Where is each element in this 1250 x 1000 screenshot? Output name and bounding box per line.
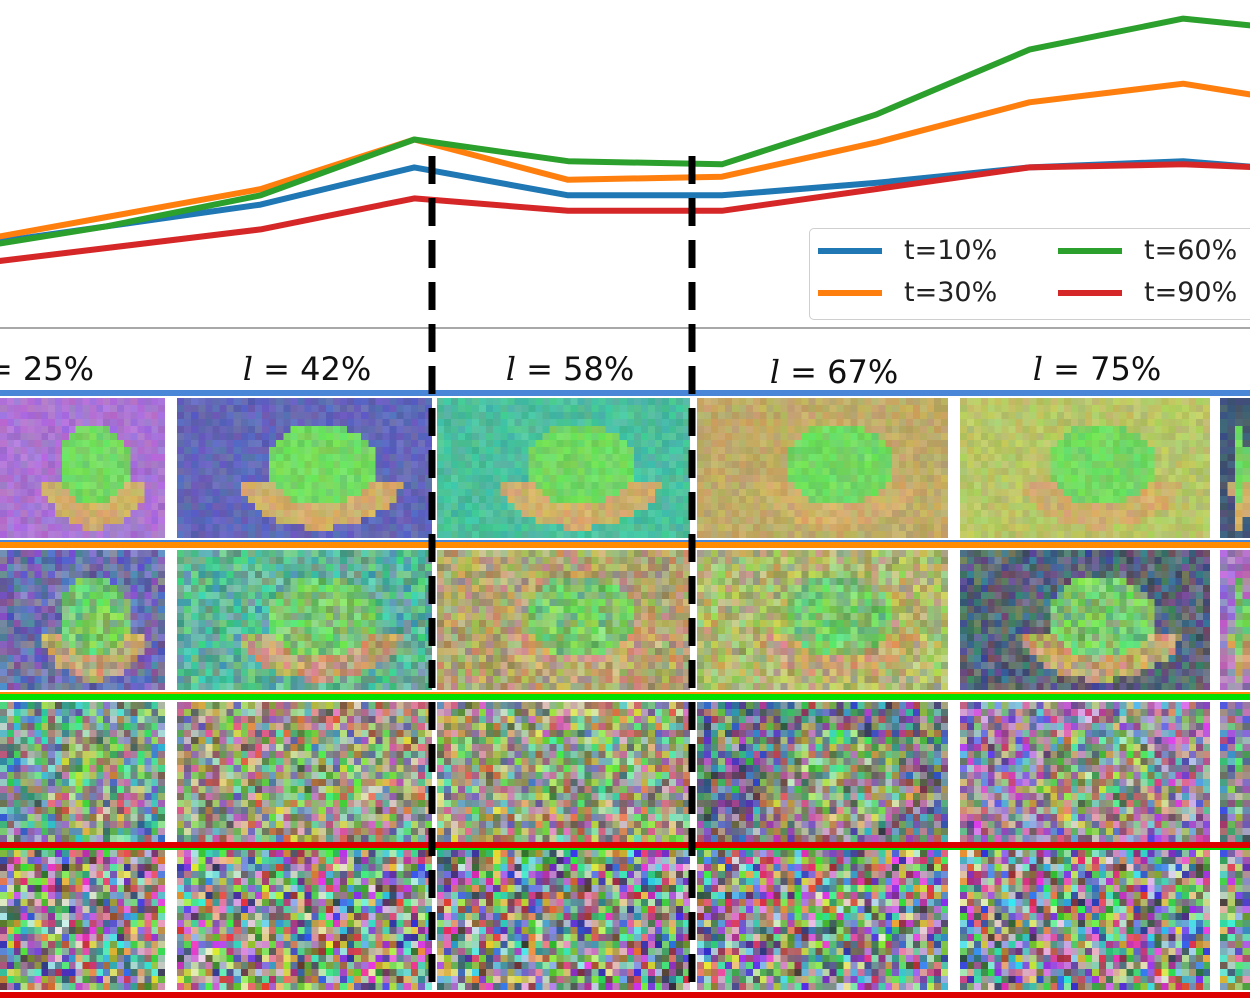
- feature-map: [697, 550, 948, 690]
- legend-label: t=90%: [1144, 277, 1238, 308]
- feature-tile: [0, 850, 165, 990]
- legend-item-2: t=30%: [818, 277, 997, 308]
- feature-tile: [437, 550, 690, 690]
- feature-tile: [0, 550, 165, 690]
- feature-tile: [1220, 702, 1250, 842]
- feature-map: [0, 702, 165, 842]
- series-line-1: [0, 80, 1250, 240]
- legend-item-1: t=60%: [1058, 235, 1237, 266]
- feature-tile: [1220, 398, 1250, 538]
- feature-map: [437, 850, 690, 990]
- row-separator-2: [0, 694, 1250, 700]
- feature-map: [960, 702, 1210, 842]
- feature-map: [1220, 850, 1250, 990]
- feature-tile: [960, 550, 1210, 690]
- feature-tile: [177, 702, 432, 842]
- feature-map: [960, 850, 1210, 990]
- feature-map: [697, 398, 948, 538]
- feature-map: [0, 398, 165, 538]
- row-separator-0: [0, 390, 1250, 396]
- layer-var: l: [1032, 350, 1043, 388]
- layer-label-2: l = 58%: [506, 350, 635, 388]
- feature-map: [960, 398, 1210, 538]
- feature-map: [697, 850, 948, 990]
- legend-swatch: [818, 289, 882, 296]
- layer-label-3: l = 67%: [770, 353, 899, 391]
- feature-map-grid: [0, 390, 1250, 1000]
- feature-map: [437, 550, 690, 690]
- legend-swatch: [1058, 289, 1122, 296]
- feature-map: [0, 850, 165, 990]
- feature-map: [177, 850, 432, 990]
- feature-tile: [177, 550, 432, 690]
- row-separator-bottom-3: [0, 992, 1250, 998]
- layer-value: = 58%: [526, 350, 635, 388]
- feature-tile: [697, 850, 948, 990]
- legend-label: t=10%: [904, 235, 998, 266]
- feature-tile: [437, 702, 690, 842]
- feature-map: [697, 702, 948, 842]
- feature-tile: [437, 398, 690, 538]
- legend-item-0: t=10%: [818, 235, 997, 266]
- legend-label: t=60%: [1144, 235, 1238, 266]
- feature-tile: [177, 850, 432, 990]
- series-line-3: [0, 161, 1250, 264]
- feature-map: [437, 702, 690, 842]
- feature-map: [177, 702, 432, 842]
- feature-tile: [177, 398, 432, 538]
- layer-var: l: [242, 350, 253, 388]
- feature-map: [960, 550, 1210, 690]
- layer-value: = 75%: [1053, 350, 1162, 388]
- layer-value: = 42%: [263, 350, 372, 388]
- layer-value: = 67%: [790, 353, 899, 391]
- row-separator-1: [0, 542, 1250, 548]
- feature-tile: [437, 850, 690, 990]
- layer-label-4: l = 75%: [1033, 350, 1162, 388]
- feature-tile: [1220, 850, 1250, 990]
- feature-tile: [960, 850, 1210, 990]
- legend: t=10% t=60% t=30% t=90%: [809, 228, 1250, 320]
- legend-label: t=30%: [904, 277, 998, 308]
- feature-tile: [960, 398, 1210, 538]
- line-chart: [0, 15, 1250, 329]
- feature-map: [1220, 398, 1250, 538]
- feature-tile: [960, 702, 1210, 842]
- feature-tile: [1220, 550, 1250, 690]
- feature-tile: [697, 702, 948, 842]
- legend-swatch: [818, 247, 882, 254]
- feature-map: [0, 550, 165, 690]
- feature-tile: [697, 398, 948, 538]
- feature-map: [1220, 702, 1250, 842]
- legend-swatch: [1058, 247, 1122, 254]
- layer-var: l: [769, 353, 780, 391]
- layer-var: l: [505, 350, 516, 388]
- layer-value: = 25%: [0, 350, 95, 388]
- series-line-2: [0, 15, 1250, 247]
- feature-tile: [0, 702, 165, 842]
- feature-map: [177, 550, 432, 690]
- row-separator-3: [0, 842, 1250, 848]
- series-layer: [0, 15, 1250, 264]
- feature-map: [437, 398, 690, 538]
- feature-tile: [0, 398, 165, 538]
- layer-label-0: = 25%: [0, 350, 94, 388]
- feature-map: [177, 398, 432, 538]
- legend-item-3: t=90%: [1058, 277, 1237, 308]
- feature-map: [1220, 550, 1250, 690]
- layer-label-1: l = 42%: [243, 350, 372, 388]
- feature-tile: [697, 550, 948, 690]
